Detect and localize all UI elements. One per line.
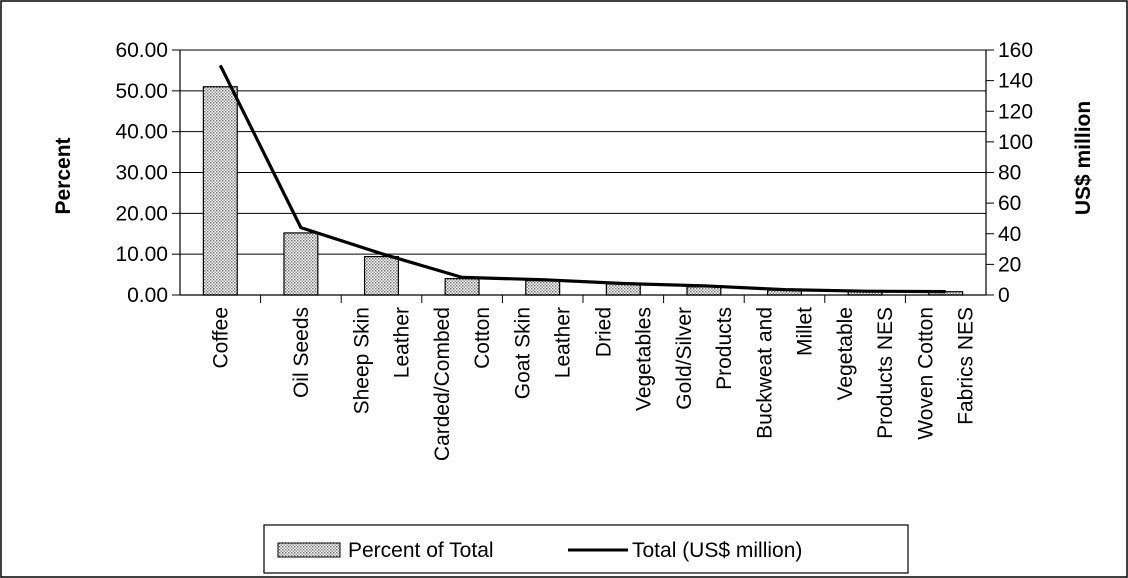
x-tick-label-line: Millet: [794, 307, 817, 356]
line-series: [218, 64, 946, 294]
x-tick-label-line: Buckweat and: [754, 307, 777, 439]
bar-6: [686, 286, 722, 296]
bar-1: [283, 232, 319, 296]
x-tick-label-line: Carded/Combed: [431, 307, 454, 461]
x-tick-label: Woven Cotton Fabrics NES: [915, 307, 978, 440]
x-tick-label-line: Fabrics NES: [955, 307, 978, 425]
right-tick-label: 120: [998, 100, 1033, 123]
x-tick-label-line: Gold/Silver: [673, 307, 696, 410]
right-tick-label: 20: [998, 253, 1021, 276]
x-tick-label: Oil Seeds: [290, 307, 313, 398]
x-tick-label-line: Goat Skin: [512, 307, 535, 399]
right-tick-label: 100: [998, 131, 1033, 154]
y-axis-left-title: Percent: [52, 137, 75, 214]
left-tick-label: 10.00: [115, 243, 168, 266]
bar-series: [202, 86, 964, 296]
legend-line-label: Total (US$ million): [632, 539, 802, 562]
x-tick-label: Sheep Skin Leather: [351, 307, 414, 414]
x-tick-label: Coffee: [209, 307, 232, 369]
legend-bar-label: Percent of Total: [348, 539, 494, 562]
x-tick-label-line: Products: [713, 307, 736, 390]
legend: Percent of Total Total (US$ million): [263, 524, 909, 574]
x-tick-label-line: Woven Cotton: [915, 307, 938, 440]
x-tick-label: Buckweat and Millet: [754, 307, 817, 439]
x-tick-label-line: Products NES: [874, 307, 897, 439]
right-tick-label: 160: [998, 39, 1033, 62]
left-tick-label: 50.00: [115, 80, 168, 103]
left-tick-label: 20.00: [115, 202, 168, 225]
x-tick-label-line: Dried: [592, 307, 615, 357]
right-tick-label: 60: [998, 192, 1021, 215]
left-tick-label: 60.00: [115, 39, 168, 62]
x-tick-label: Goat Skin Leather: [512, 307, 575, 399]
bar-4: [525, 280, 561, 296]
left-axis-ticks: 60.00 50.00 40.00 30.00 20.00 10.00 0.00: [115, 39, 180, 307]
left-tick-label: 0.00: [127, 284, 168, 307]
x-axis-ticks: Coffee Oil Seeds Sheep Skin Leather Carded/C…: [209, 295, 978, 461]
bar-5: [605, 283, 641, 296]
total-line: [218, 64, 946, 294]
x-tick-label-line: Cotton: [471, 307, 494, 369]
bar-3: [444, 278, 480, 296]
x-tick-label-line: Sheep Skin: [351, 307, 374, 414]
x-tick-label: Carded/Combed Cotton: [431, 307, 494, 461]
x-tick-label-line: Leather: [391, 307, 414, 378]
x-tick-label-line: Vegetables: [632, 307, 655, 411]
legend-bar-swatch: [277, 542, 341, 558]
x-tick-label-line: Vegetable: [834, 307, 857, 400]
x-tick-label: Gold/Silver Products: [673, 307, 736, 410]
x-tick-label: Dried Vegetables: [592, 307, 655, 411]
right-tick-label: 0: [998, 284, 1010, 307]
x-tick-label: Vegetable Products NES: [834, 307, 897, 439]
y-axis-right-title: US$ million: [1072, 101, 1095, 215]
bar-2: [363, 256, 400, 296]
right-tick-label: 80: [998, 162, 1021, 185]
right-tick-label: 40: [998, 223, 1021, 246]
x-tick-label-line: Oil Seeds: [290, 307, 313, 398]
right-axis-ticks: 160 140 120 100 80 60 40 20 0: [986, 39, 1033, 307]
x-tick-label-line: Coffee: [209, 307, 232, 369]
x-tick-label-line: Leather: [552, 307, 575, 378]
left-tick-label: 30.00: [115, 162, 168, 185]
bar-0: [202, 86, 238, 296]
left-tick-label: 40.00: [115, 121, 168, 144]
right-tick-label: 140: [998, 70, 1033, 93]
